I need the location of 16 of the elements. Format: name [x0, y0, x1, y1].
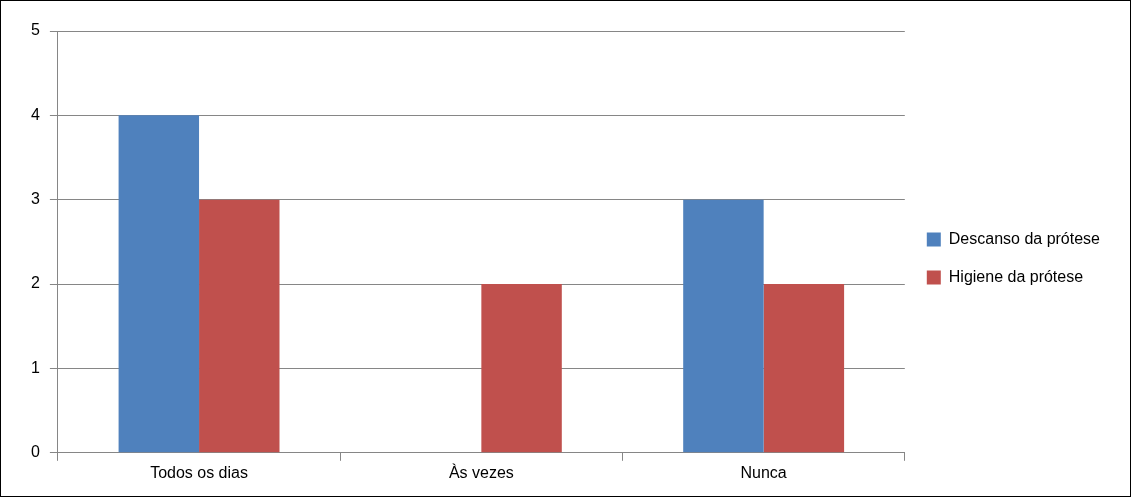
x-tick-label: Todos os dias [150, 463, 248, 481]
y-tick-label: 1 [30, 358, 40, 376]
y-tick-label: 3 [30, 190, 40, 208]
bar [481, 284, 562, 453]
y-tick-label: 0 [30, 443, 40, 461]
y-tick-label: 5 [30, 21, 40, 39]
bar [763, 284, 845, 453]
legend-label: Higiene da prótese [948, 267, 1084, 285]
y-tick-label: 4 [30, 105, 40, 123]
bar [199, 199, 280, 453]
bar [683, 199, 764, 453]
x-tick-label: Às vezes [448, 462, 514, 481]
legend-label: Descanso da prótese [948, 229, 1101, 247]
x-tick-label: Nunca [740, 463, 787, 481]
bar [118, 115, 200, 453]
y-tick-label: 2 [30, 274, 40, 292]
